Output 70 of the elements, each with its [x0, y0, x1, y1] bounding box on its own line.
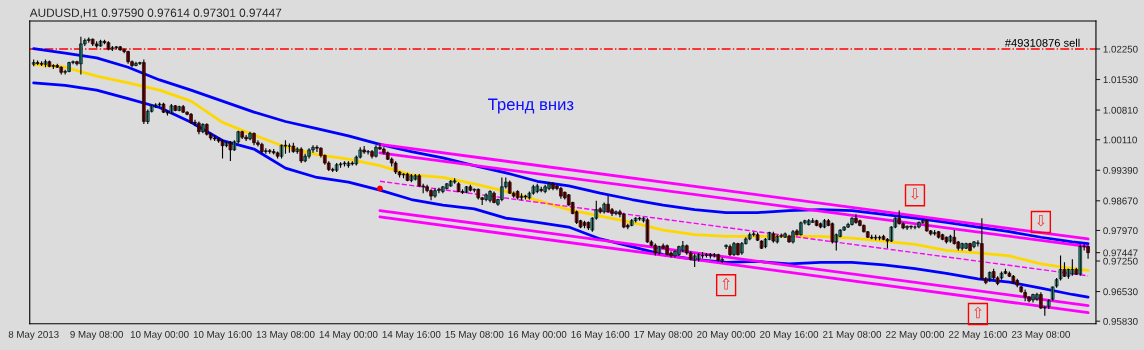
annotation: ⇧: [974, 306, 982, 319]
candlestick: [507, 179, 512, 195]
line-series: [32, 47, 1090, 245]
candlestick: [995, 275, 1000, 286]
candlestick: [287, 142, 292, 154]
ref-line-label: #49310876 sell: [1004, 38, 1080, 47]
candlestick: [382, 146, 386, 156]
candlestick: [417, 173, 422, 188]
candlestick: [267, 148, 272, 155]
x-tick-label: 14 May 16:00: [382, 330, 441, 340]
y-tick-label: 0.96530: [1103, 288, 1138, 296]
candlestick: [118, 45, 122, 52]
annotation: ⇩: [911, 188, 919, 200]
x-tick-label: 20 May 00:00: [697, 330, 756, 340]
candlestick: [991, 268, 996, 281]
annotation: ⇩: [1037, 215, 1045, 227]
x-tick-label: 20 May 16:00: [760, 330, 819, 340]
candlestick: [393, 160, 398, 175]
annotation: ⇧: [722, 277, 730, 290]
candlestick: [271, 148, 276, 156]
candlestick: [39, 60, 44, 67]
y-tick-label: 1.00110: [1103, 136, 1137, 144]
x-tick-label: 10 May 00:00: [130, 330, 189, 340]
candlestick: [681, 240, 685, 253]
x-tick-label: 14 May 00:00: [319, 330, 378, 340]
x-tick-label: 17 May 08:00: [634, 330, 693, 340]
y-tick-label: 0.99390: [1103, 166, 1138, 174]
candlestick: [712, 252, 717, 259]
x-tick-label: 10 May 16:00: [193, 330, 252, 340]
y-tick-label: 0.97970: [1103, 227, 1138, 235]
candlestick: [350, 160, 355, 167]
candlestick: [362, 145, 366, 155]
x-tick-label: 16 May 00:00: [508, 330, 567, 340]
annotation: Тренд вниз: [488, 98, 574, 114]
candlestick: [531, 184, 536, 196]
candlestick: [153, 102, 158, 109]
y-tick-label: 0.97447: [1103, 249, 1138, 257]
x-tick-label: 22 May 16:00: [948, 330, 1007, 340]
candlestick: [346, 160, 351, 169]
candlestick: [645, 217, 650, 244]
y-tick-label: 1.00810: [1103, 106, 1138, 114]
candlestick: [925, 218, 929, 233]
candlestick: [456, 181, 461, 193]
x-tick-label: 16 May 16:00: [571, 330, 630, 340]
candlestick: [299, 146, 303, 164]
candlestick: [264, 147, 268, 155]
candlestick: [228, 140, 233, 162]
candlestick: [283, 139, 288, 155]
candlestick: [366, 149, 370, 156]
candlestick: [291, 142, 296, 154]
x-tick-label: 15 May 08:00: [445, 330, 504, 340]
candlestick: [775, 234, 780, 245]
x-tick-label: 22 May 00:00: [886, 330, 945, 340]
x-tick-label: 9 May 08:00: [70, 330, 123, 340]
y-tick-label: 0.95830: [1103, 317, 1138, 325]
candlestick: [830, 221, 835, 245]
chart-title: AUDUSD,H1 0.97590 0.97614 0.97301 0.97447: [29, 8, 282, 19]
x-tick-label: 21 May 08:00: [823, 330, 882, 340]
y-tick-label: 1.01530: [1103, 76, 1138, 84]
candlestick: [685, 243, 689, 256]
y-tick-label: 0.98670: [1103, 197, 1138, 205]
candlestick: [161, 102, 166, 114]
candlestick: [771, 231, 776, 244]
y-tick-label: 1.02250: [1103, 45, 1138, 53]
x-tick-label: 13 May 08:00: [256, 330, 315, 340]
y-tick-label: 0.97250: [1103, 257, 1138, 265]
x-tick-label: 23 May 08:00: [1011, 330, 1070, 340]
candlestick: [932, 229, 937, 237]
candlestick: [338, 161, 343, 169]
x-tick-label: 8 May 2013: [8, 330, 59, 340]
